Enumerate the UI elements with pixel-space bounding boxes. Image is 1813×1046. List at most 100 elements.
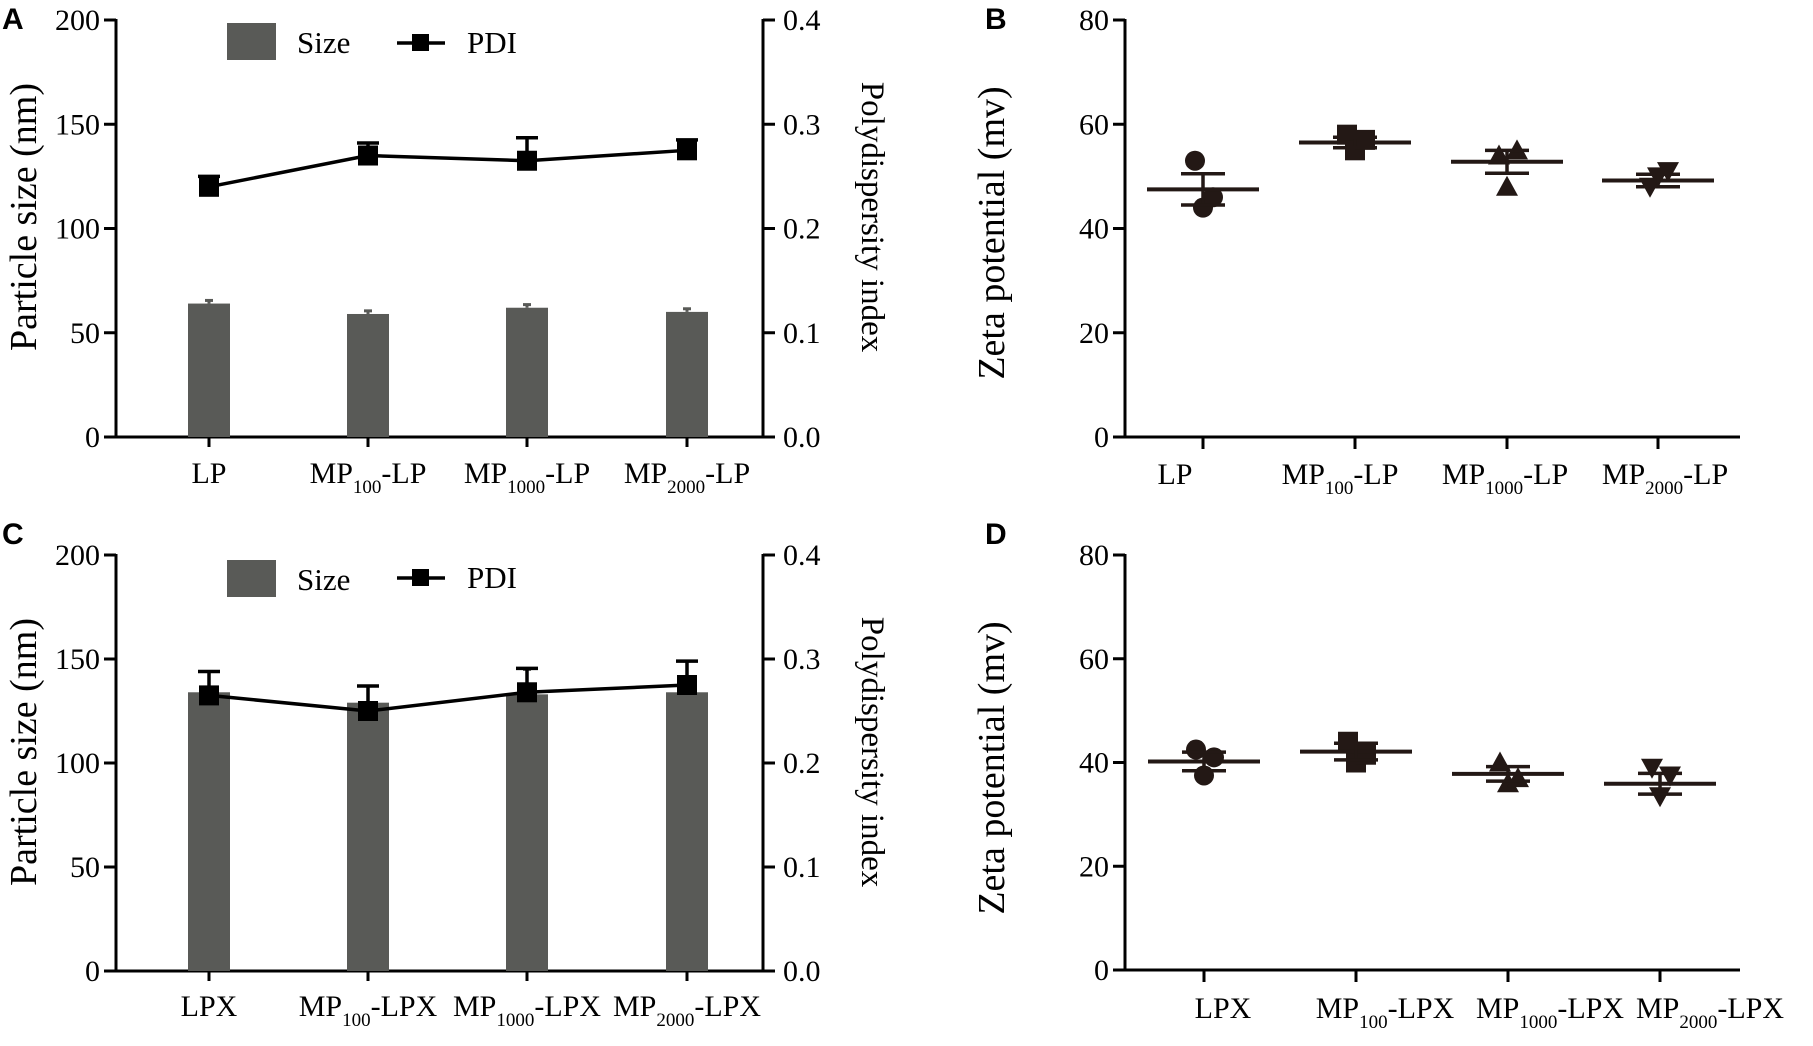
zeta-point-circle [1203, 187, 1223, 208]
y-tick-label-left: 100 [55, 747, 100, 780]
x-tick-label: MP100-LPX [299, 990, 438, 1031]
y-axis-title-zeta: Zeta potential (mv) [971, 86, 1013, 379]
zeta-point-square [1337, 124, 1357, 145]
panel-b: B Zeta potential (mv) 0 20 40 60 80 LP MP100-L… [971, 3, 1740, 499]
y-tick-label-right: 0.1 [783, 317, 821, 350]
x-tick-label: LP [191, 457, 226, 490]
y-tick-label-right: 0.0 [783, 955, 821, 988]
x-tick-label: LP [1157, 458, 1192, 491]
zeta-point-triangle-up [1488, 144, 1510, 165]
y-tick-label: 80 [1079, 539, 1109, 572]
y-tick-label: 0 [1094, 954, 1109, 987]
x-tick-label: LPX [1195, 992, 1252, 1025]
pdi-point [517, 682, 537, 703]
zeta-point-circle [1186, 739, 1206, 760]
panel-letter-c: C [2, 518, 24, 551]
x-tick-label: LPX [181, 990, 238, 1023]
pdi-point [677, 675, 697, 695]
y-tick-label-right: 0.4 [783, 4, 821, 37]
legend-size-label: Size [297, 25, 350, 60]
y-axis-title-zeta: Zeta potential (mv) [971, 621, 1013, 914]
panel-letter-a: A [2, 3, 24, 36]
pdi-point [517, 150, 537, 171]
y-axis-title-size: Particle size (nm) [3, 618, 45, 886]
bar-size [666, 311, 708, 437]
x-tick-label: MP1000-LP [1442, 458, 1568, 499]
y-axis-title-pdi: Polydispersity index [854, 82, 890, 353]
legend-pdi-label: PDI [467, 560, 517, 595]
zeta-point-circle [1204, 747, 1224, 768]
zeta-point-triangle-down [1657, 162, 1679, 183]
y-tick-label: 20 [1079, 317, 1109, 350]
panel-c: C Particle size (nm) Polydispersity inde… [2, 518, 890, 1031]
x-tick-label: MP1000-LP [464, 457, 590, 498]
y-tick-label-right: 0.2 [783, 747, 821, 780]
x-tick-label: MP100-LPX [1316, 992, 1455, 1033]
x-tick-label: MP2000-LP [1602, 458, 1728, 499]
pdi-point [199, 685, 219, 706]
x-tick-label: MP100-LP [310, 457, 427, 498]
zeta-point-triangle-down [1641, 758, 1663, 779]
y-tick-label-left: 50 [70, 317, 100, 350]
zeta-point-triangle-up [1496, 175, 1518, 196]
bar-size [188, 303, 230, 437]
zeta-point-square [1355, 129, 1375, 150]
y-tick-label: 60 [1079, 643, 1109, 676]
legend-pdi-marker [412, 569, 429, 586]
bar-size [188, 692, 230, 971]
x-tick-label: MP2000-LPX [613, 990, 761, 1031]
y-tick-label-right: 0.1 [783, 851, 821, 884]
y-tick-label-left: 50 [70, 851, 100, 884]
pdi-point [358, 145, 378, 166]
zeta-point-square [1356, 744, 1376, 765]
zeta-point-circle [1185, 150, 1205, 171]
bar-size [347, 313, 389, 437]
zeta-point-triangle-down [1649, 787, 1671, 808]
y-tick-label: 80 [1079, 4, 1109, 37]
y-tick-label: 40 [1079, 213, 1109, 246]
y-tick-label-left: 200 [55, 4, 100, 37]
legend-size-swatch [227, 560, 276, 597]
y-tick-label-left: 200 [55, 539, 100, 572]
pdi-series-line [208, 148, 688, 189]
panel-letter-b: B [985, 3, 1007, 36]
legend-pdi-marker [412, 34, 429, 51]
pdi-point [358, 701, 378, 721]
y-tick-label: 0 [1094, 421, 1109, 454]
bar-size [506, 307, 548, 437]
y-tick-label-left: 100 [55, 213, 100, 246]
pdi-point [199, 176, 219, 197]
y-tick-label-left: 0 [85, 955, 100, 988]
x-tick-label: MP100-LP [1282, 458, 1399, 499]
legend-size-label: Size [297, 562, 350, 597]
bar-size [347, 702, 389, 971]
pdi-point [677, 140, 697, 161]
bar-size [506, 694, 548, 971]
x-tick-label: MP1000-LPX [453, 990, 601, 1031]
y-tick-label: 40 [1079, 747, 1109, 780]
y-axis-title-pdi: Polydispersity index [854, 617, 890, 888]
y-tick-label: 20 [1079, 850, 1109, 883]
panel-a: A Particle size (nm) Polydispersity inde… [2, 3, 890, 498]
panel-letter-d: D [985, 518, 1007, 551]
y-tick-label-left: 150 [55, 643, 100, 676]
legend: Size PDI [227, 23, 517, 60]
x-tick-label: MP2000-LP [624, 457, 750, 498]
legend-pdi-label: PDI [467, 25, 517, 60]
panel-d: D Zeta potential (mv) 0 20 40 60 80 LPX MP100-… [971, 518, 1784, 1033]
bar-size [666, 692, 708, 971]
y-tick-label-right: 0.3 [783, 643, 821, 676]
legend-size-swatch [227, 23, 276, 60]
legend: Size PDI [227, 560, 517, 597]
x-tick-label: MP2000-LPX [1636, 992, 1784, 1033]
y-tick-label: 60 [1079, 108, 1109, 141]
pdi-series-line [208, 683, 688, 713]
x-tick-label: MP1000-LPX [1476, 992, 1624, 1033]
y-tick-label-right: 0.0 [783, 421, 821, 454]
y-tick-label-right: 0.4 [783, 539, 821, 572]
y-tick-label-right: 0.3 [783, 108, 821, 141]
y-axis-title-size: Particle size (nm) [3, 83, 45, 351]
zeta-point-triangle-down [1659, 766, 1681, 787]
y-tick-label-left: 0 [85, 421, 100, 454]
